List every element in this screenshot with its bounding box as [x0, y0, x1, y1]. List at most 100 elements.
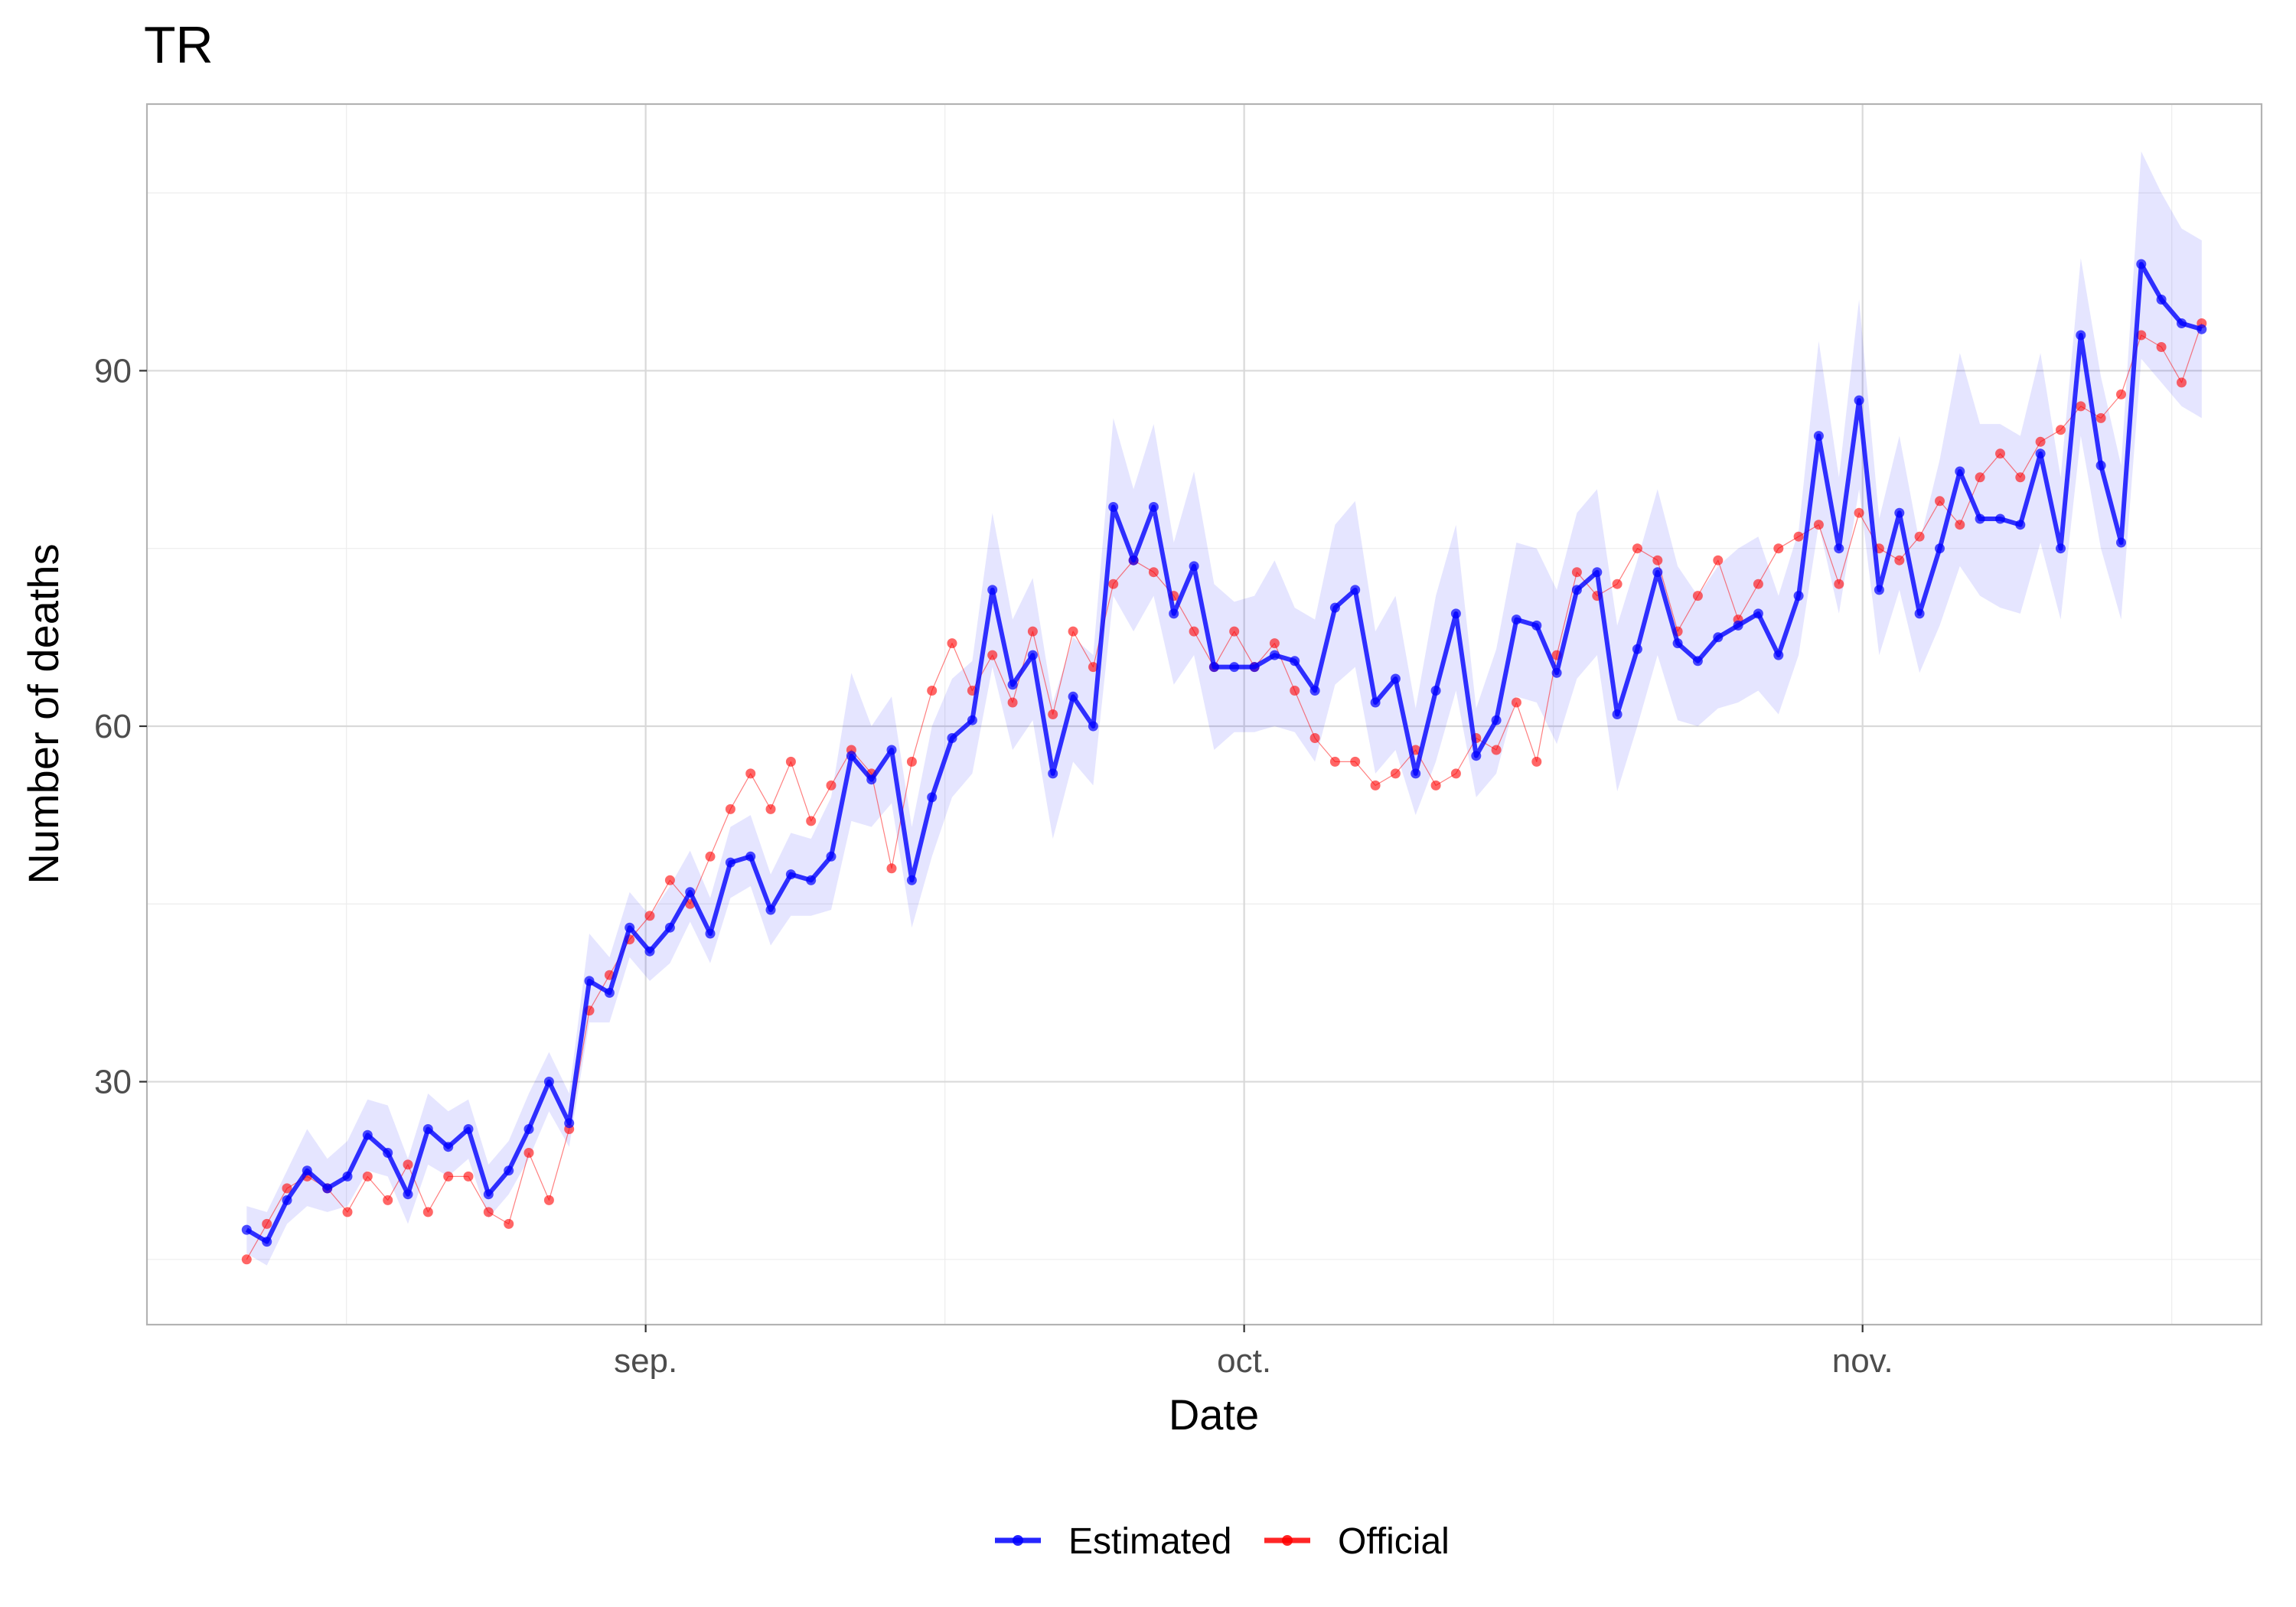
- official-point: [1350, 756, 1361, 767]
- estimated-point: [1471, 751, 1482, 761]
- estimated-point: [1088, 721, 1098, 732]
- official-point: [342, 1207, 353, 1217]
- official-point: [705, 851, 716, 862]
- estimated-point: [806, 875, 817, 885]
- estimated-point: [463, 1124, 474, 1134]
- estimated-point: [1612, 709, 1623, 719]
- estimated-point: [1108, 502, 1119, 512]
- estimated-point: [1148, 502, 1159, 512]
- estimated-point: [362, 1129, 373, 1140]
- official-point: [1834, 579, 1844, 589]
- official-point: [785, 756, 796, 767]
- legend-label-official: Official: [1338, 1521, 1450, 1562]
- estimated-point: [866, 774, 877, 785]
- official-point: [1955, 520, 1965, 530]
- estimated-point: [625, 922, 635, 933]
- official-point: [987, 650, 998, 660]
- estimated-point: [1290, 656, 1300, 667]
- estimated-point: [725, 857, 735, 868]
- official-point: [1652, 555, 1663, 566]
- official-point: [1269, 638, 1280, 649]
- estimated-point: [1793, 591, 1804, 601]
- legend-key-official-point: [1282, 1535, 1293, 1546]
- estimated-point: [1975, 513, 1985, 524]
- official-point: [1975, 472, 1985, 483]
- estimated-series: [241, 259, 2207, 1247]
- estimated-point: [584, 976, 595, 986]
- official-point: [1309, 733, 1320, 743]
- x-tick-label: oct.: [1217, 1342, 1271, 1380]
- estimated-point: [1592, 567, 1603, 578]
- official-point: [806, 816, 817, 826]
- major-gridlines: [147, 104, 2262, 1325]
- estimated-point: [2056, 543, 2066, 554]
- estimated-point: [1935, 543, 1945, 554]
- official-point: [262, 1218, 272, 1229]
- estimated-point: [1189, 561, 1199, 572]
- estimated-point: [1027, 650, 1038, 660]
- official-point: [1571, 567, 1582, 578]
- official-point: [947, 638, 957, 649]
- official-point: [1229, 626, 1240, 637]
- estimated-point: [2076, 330, 2086, 341]
- estimated-point: [1269, 650, 1280, 660]
- official-point: [362, 1171, 373, 1182]
- official-point: [403, 1159, 413, 1170]
- estimated-point: [422, 1124, 433, 1134]
- x-axis-ticks: sep. oct. nov.: [614, 1325, 1893, 1380]
- estimated-point: [967, 715, 977, 725]
- estimated-point: [262, 1237, 272, 1247]
- estimated-point: [241, 1224, 252, 1235]
- estimated-point: [1713, 632, 1724, 643]
- estimated-point: [1491, 715, 1502, 725]
- official-point: [1894, 555, 1905, 566]
- minor-gridlines: [147, 104, 2262, 1325]
- estimated-point: [1652, 567, 1663, 578]
- official-point: [1935, 496, 1945, 507]
- estimated-point: [543, 1077, 554, 1087]
- estimated-point: [1995, 513, 2005, 524]
- estimated-point: [1894, 507, 1905, 518]
- estimated-point: [2177, 318, 2187, 328]
- official-point: [745, 768, 756, 779]
- y-tick-label: 90: [94, 352, 132, 390]
- estimated-point: [1773, 650, 1784, 660]
- official-point: [886, 863, 897, 874]
- official-point: [2076, 401, 2086, 412]
- official-point: [1450, 768, 1461, 779]
- official-point: [1713, 555, 1724, 566]
- official-point: [2116, 389, 2126, 399]
- estimated-point: [705, 928, 716, 939]
- official-point: [906, 756, 917, 767]
- estimated-point: [1531, 620, 1542, 631]
- estimated-point: [2116, 537, 2126, 548]
- estimated-point: [1169, 608, 1179, 619]
- official-point: [1612, 579, 1623, 589]
- estimated-point: [2156, 295, 2167, 305]
- estimated-point: [383, 1148, 393, 1158]
- legend-item-official: Official: [1264, 1521, 1450, 1562]
- official-point: [1773, 543, 1784, 554]
- estimated-point: [604, 987, 615, 998]
- x-tick-label: sep.: [614, 1342, 677, 1380]
- estimated-point: [1048, 768, 1058, 779]
- official-point: [2095, 412, 2106, 423]
- official-point: [1491, 745, 1502, 755]
- official-point: [282, 1183, 292, 1194]
- estimated-ci-band: [246, 151, 2202, 1266]
- estimated-point: [302, 1165, 312, 1176]
- estimated-point: [765, 905, 776, 915]
- estimated-point: [282, 1195, 292, 1205]
- y-axis-title: Number of deaths: [19, 543, 67, 884]
- estimated-point: [1672, 638, 1683, 649]
- estimated-point: [1350, 585, 1361, 595]
- official-point: [1692, 591, 1703, 601]
- legend-item-estimated: Estimated: [995, 1521, 1231, 1562]
- estimated-point: [826, 851, 837, 862]
- official-point: [1632, 543, 1642, 554]
- estimated-point: [664, 922, 675, 933]
- official-point: [241, 1254, 252, 1265]
- official-point: [463, 1171, 474, 1182]
- estimated-point: [927, 792, 938, 803]
